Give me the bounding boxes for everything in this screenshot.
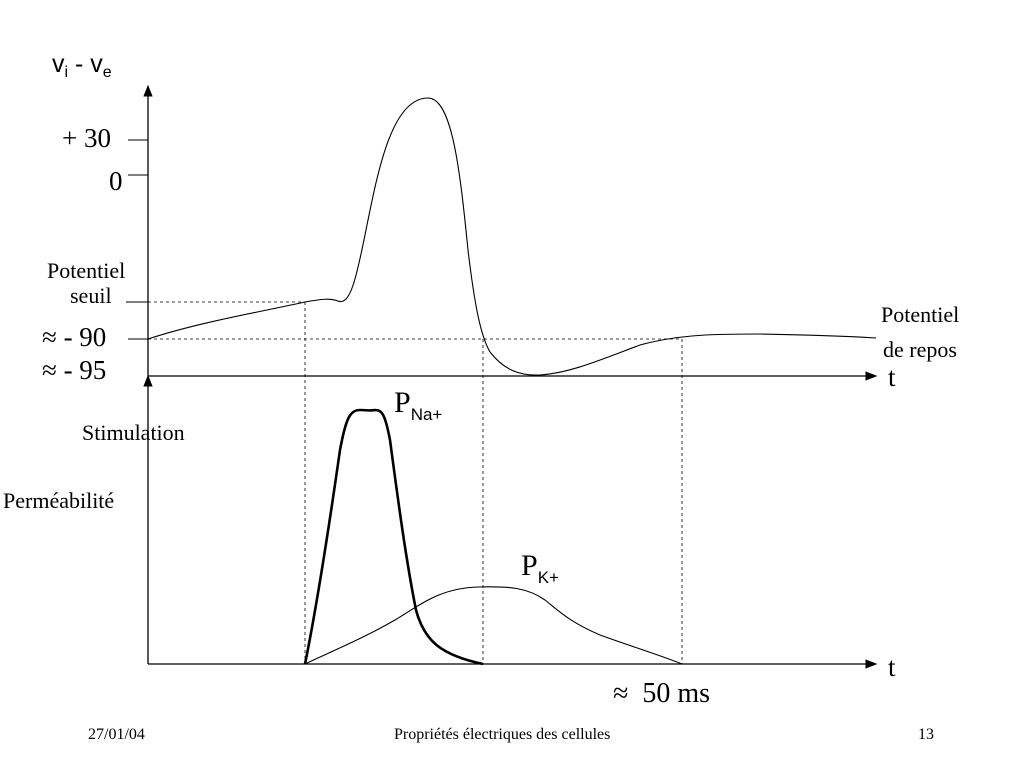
tick-plus30-label: + 30: [62, 123, 111, 153]
sodium-permeability-label: PNa+: [394, 386, 443, 424]
resting-label-line1: Potentiel: [881, 302, 960, 327]
resting-label-line2: de repos: [883, 337, 957, 362]
threshold-label-line2: seuil: [70, 283, 112, 308]
tick-zero-label: 0: [109, 166, 123, 196]
stimulation-label: Stimulation: [82, 420, 185, 445]
footer-title: Propriétés électriques des cellules: [394, 726, 611, 743]
bottom-time-axis-label: t: [888, 652, 896, 682]
sodium-permeability-curve: [303, 408, 484, 666]
voltage-axis-label: vi - ve: [52, 50, 112, 81]
tick-minus90-label: ≈ - 90: [42, 322, 107, 352]
top-time-axis-label: t: [888, 362, 896, 392]
potassium-permeability-label: PK+: [521, 549, 559, 587]
footer-page-number: 13: [918, 726, 934, 743]
threshold-label-line1: Potentiel: [47, 258, 126, 283]
duration-label: ≈ 50 ms: [613, 678, 711, 709]
tick-minus95-label: ≈ - 95: [42, 355, 107, 385]
footer-date: 27/01/04: [88, 726, 145, 743]
permeability-label: Perméabilité: [3, 488, 115, 513]
potassium-permeability-curve: [304, 586, 683, 665]
action-potential-curve: [147, 97, 877, 376]
